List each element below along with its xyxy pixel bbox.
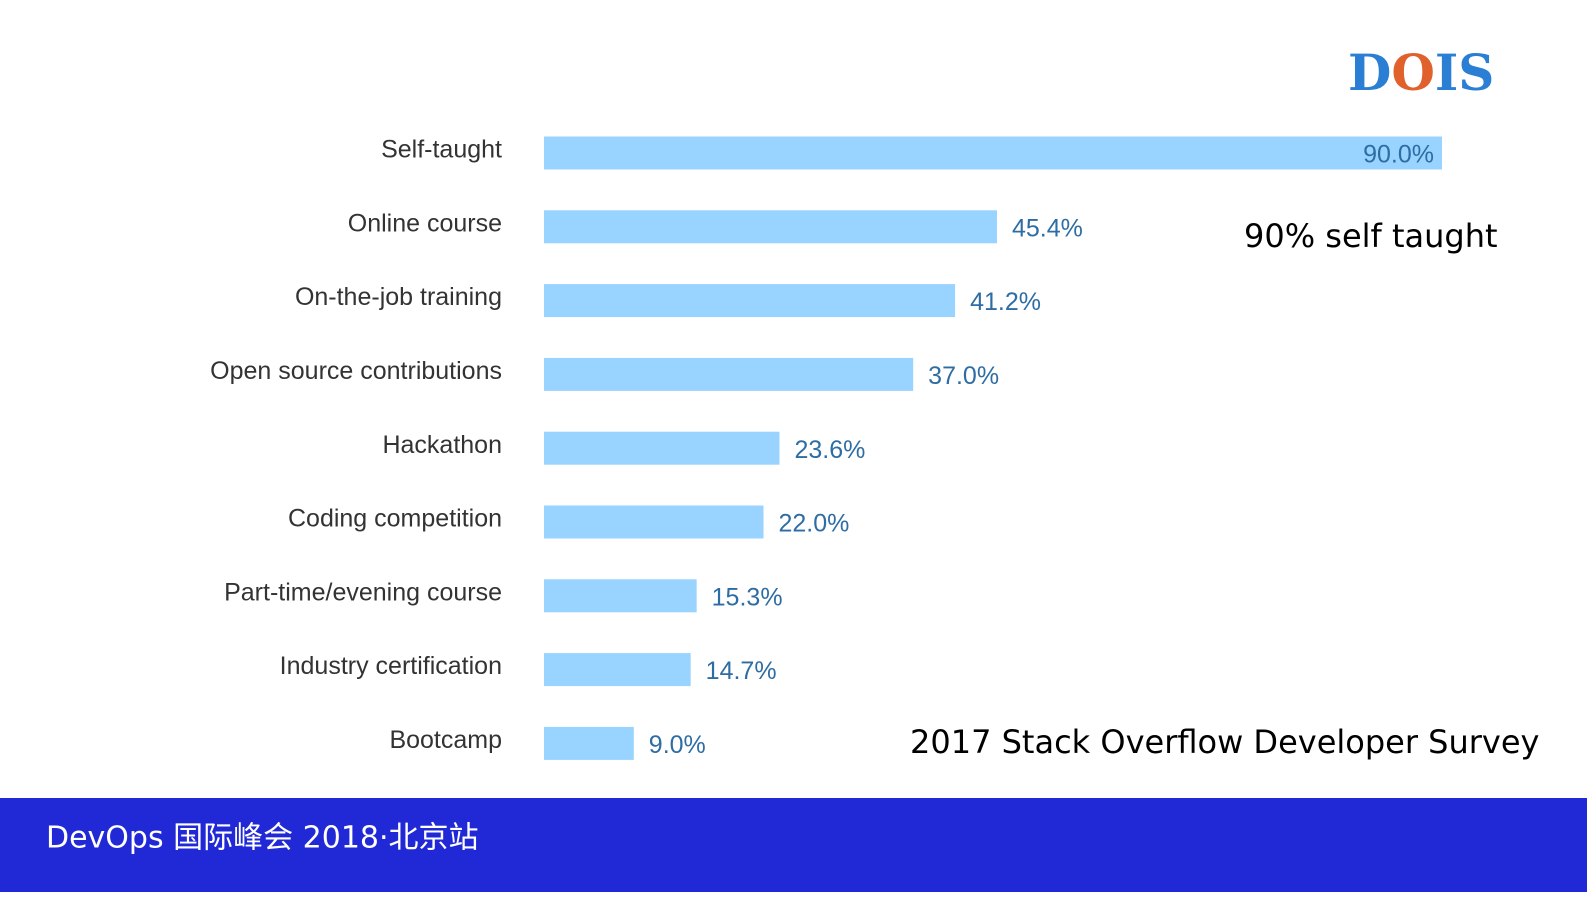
bar	[544, 357, 914, 391]
value-label: 37.0%	[928, 362, 999, 390]
annotation: 2017 Stack Overflow Developer Survey	[910, 723, 1539, 761]
value-label: 23.6%	[794, 436, 865, 464]
bar	[544, 505, 764, 539]
bar	[544, 653, 691, 687]
bar	[544, 210, 997, 244]
bar	[544, 431, 780, 465]
value-label: 15.3%	[712, 583, 783, 611]
value-label: 14.7%	[706, 657, 777, 685]
category-label: Industry certification	[280, 652, 502, 680]
logo-part: D	[1348, 43, 1391, 102]
category-label: Open source contributions	[210, 357, 502, 385]
category-label: Hackathon	[382, 431, 502, 459]
category-label: Bootcamp	[389, 726, 502, 754]
value-label: 9.0%	[649, 731, 706, 759]
value-label: 45.4%	[1012, 214, 1083, 242]
footer-text: DevOps 国际峰会 2018·北京站	[46, 821, 479, 856]
bar	[544, 726, 634, 760]
category-label: On-the-job training	[295, 283, 502, 311]
logo: DOIS	[1348, 43, 1494, 102]
bar	[544, 284, 956, 318]
category-label: Coding competition	[288, 505, 502, 533]
footer-band	[0, 798, 1587, 892]
category-label: Online course	[348, 209, 502, 237]
category-label: Part-time/evening course	[224, 578, 502, 606]
value-label: 90.0%	[1363, 141, 1434, 169]
category-label: Self-taught	[381, 136, 502, 164]
bar	[544, 579, 697, 613]
value-label: 22.0%	[779, 510, 850, 538]
value-label: 41.2%	[970, 288, 1041, 316]
logo-part: IS	[1435, 43, 1495, 102]
annotation: 90% self taught	[1244, 217, 1498, 255]
bar	[544, 136, 1442, 170]
logo-part: O	[1391, 43, 1435, 102]
